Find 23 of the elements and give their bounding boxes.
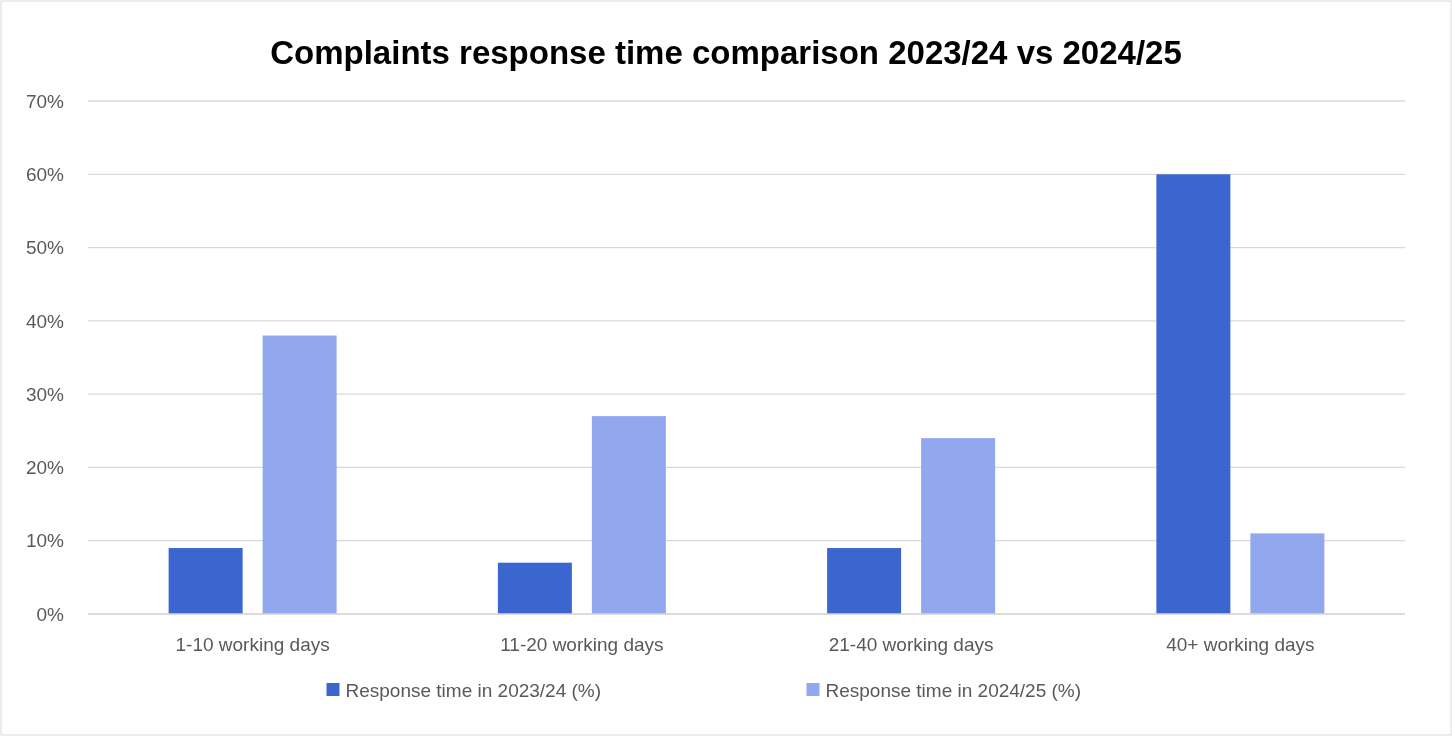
y-tick-label: 70% [25,90,65,112]
bar [827,548,902,614]
bar [1156,174,1231,614]
legend-label: Response time in 2024/25 (%) [825,679,1082,701]
y-tick-label: 50% [25,237,65,259]
x-tick-label: 40+ working days [1166,634,1315,655]
bar [1250,533,1325,614]
bar [921,438,996,614]
x-tick-label: 21-40 working days [828,634,994,655]
bar [262,335,337,614]
bar [591,416,666,614]
y-tick-label: 10% [25,530,65,552]
x-tick-label: 1-10 working days [175,634,330,655]
bar [497,562,572,614]
chart-title: Complaints response time comparison 2023/24 vs 2024/25 [270,34,1182,71]
y-tick-label: 0% [36,603,65,625]
y-tick-label: 30% [25,383,65,405]
legend-label: Response time in 2023/24 (%) [345,679,602,701]
x-tick-label: 11-20 working days [500,634,664,655]
y-tick-label: 20% [25,457,65,479]
bar [168,548,243,614]
y-tick-label: 40% [25,310,65,332]
y-tick-label: 60% [25,163,65,185]
